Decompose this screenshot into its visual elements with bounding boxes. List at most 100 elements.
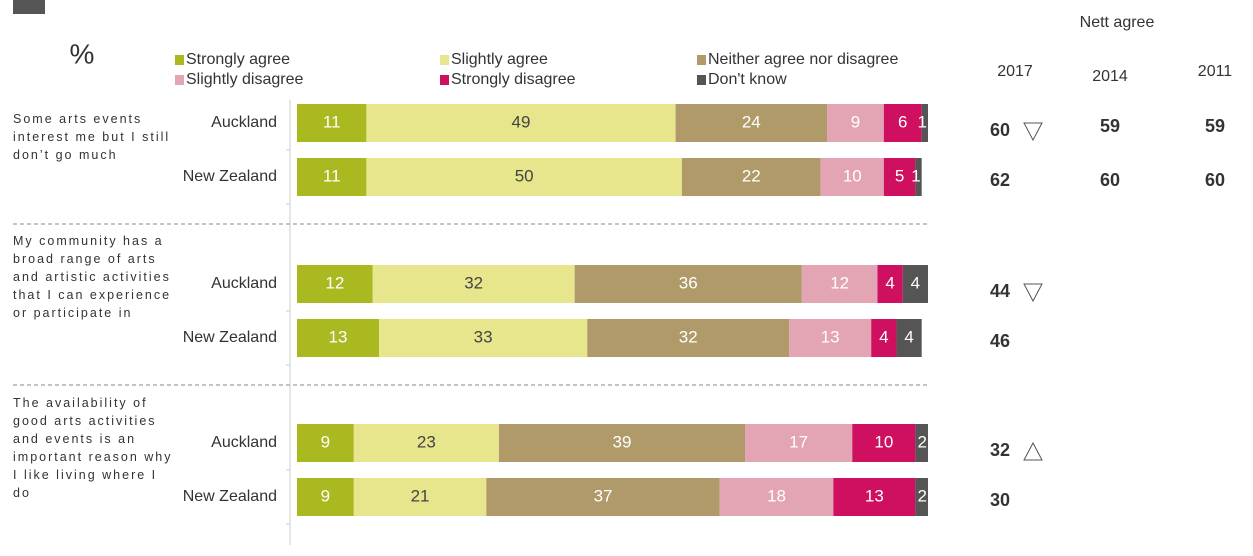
bar-value-label: 33 xyxy=(474,327,493,346)
bar-segment xyxy=(297,424,354,462)
bar-value-label: 4 xyxy=(904,327,913,346)
bar-value-label: 32 xyxy=(464,273,483,292)
bar-value-label: 1 xyxy=(911,166,920,185)
row-label: Auckland xyxy=(211,434,277,451)
nett-value: 30 xyxy=(990,490,1010,510)
bar-segment xyxy=(915,424,928,462)
bar-segment xyxy=(366,158,682,196)
bar-value-label: 36 xyxy=(679,273,698,292)
bar-segment xyxy=(915,158,922,196)
bar-value-label: 23 xyxy=(417,432,436,451)
change-marker xyxy=(1023,283,1043,303)
bar-segment xyxy=(675,104,828,142)
bar-value-label: 4 xyxy=(885,273,894,292)
bar-segment xyxy=(297,319,380,357)
nett-value: 32 xyxy=(990,440,1010,460)
bar-value-label: 13 xyxy=(821,327,840,346)
bar-value-label: 12 xyxy=(325,273,344,292)
nett-value: 60 xyxy=(1100,170,1120,190)
bar-segment xyxy=(353,478,487,516)
legend-label: Strongly agree xyxy=(186,51,290,68)
bar-segment xyxy=(372,265,575,303)
bar-segment xyxy=(587,319,790,357)
corner-block xyxy=(13,0,45,14)
bar-segment xyxy=(297,104,367,142)
legend-label: Strongly disagree xyxy=(451,71,576,88)
bar-segment xyxy=(297,158,367,196)
nett-column-header: 2017 xyxy=(997,63,1033,80)
bar-segment xyxy=(379,319,588,357)
bar-segment xyxy=(871,319,897,357)
bar-segment xyxy=(681,158,821,196)
nett-title: Nett agree xyxy=(1080,14,1155,31)
bar-value-label: 11 xyxy=(323,112,341,131)
bar-segment xyxy=(852,424,916,462)
bar-segment xyxy=(486,478,720,516)
bar-value-label: 1 xyxy=(918,112,927,131)
legend-swatch xyxy=(175,75,184,85)
bar-value-label: 39 xyxy=(613,432,632,451)
bar-segment xyxy=(745,424,853,462)
bar-segment xyxy=(353,424,499,462)
legend-swatch xyxy=(175,55,184,65)
nett-column-header: 2011 xyxy=(1198,63,1233,80)
bar-value-label: 10 xyxy=(843,166,862,185)
legend-swatch xyxy=(440,55,449,65)
nett-value: 62 xyxy=(990,170,1010,190)
bar-segment xyxy=(827,104,884,142)
bar-value-label: 6 xyxy=(898,112,907,131)
row-label: Auckland xyxy=(211,114,277,131)
bar-value-label: 37 xyxy=(594,486,613,505)
bar-segment xyxy=(915,478,928,516)
legend-label: Slightly agree xyxy=(451,51,548,68)
bar-segment xyxy=(896,319,922,357)
bar-value-label: 49 xyxy=(512,112,531,131)
row-label: New Zealand xyxy=(183,168,277,185)
bar-value-label: 50 xyxy=(515,166,534,185)
bar-segment xyxy=(883,104,922,142)
unit-label: % xyxy=(70,38,95,69)
change-marker xyxy=(1023,122,1043,142)
bar-value-label: 12 xyxy=(830,273,849,292)
bar-value-label: 9 xyxy=(321,486,330,505)
bar-value-label: 18 xyxy=(767,486,786,505)
bar-segment xyxy=(833,478,916,516)
nett-value: 59 xyxy=(1205,116,1225,136)
nett-value: 59 xyxy=(1100,116,1120,136)
legend-swatch xyxy=(440,75,449,85)
nett-value: 44 xyxy=(990,281,1010,301)
nett-value: 60 xyxy=(1205,170,1225,190)
group-label: The availability of good arts activities… xyxy=(13,396,173,500)
bar-value-label: 13 xyxy=(865,486,884,505)
bar-value-label: 32 xyxy=(679,327,698,346)
bar-segment xyxy=(719,478,834,516)
bar-segment xyxy=(902,265,928,303)
bar-segment xyxy=(921,104,928,142)
bar-segment xyxy=(297,478,354,516)
bar-value-label: 13 xyxy=(329,327,348,346)
nett-value: 60 xyxy=(990,120,1010,140)
bar-value-label: 2 xyxy=(918,486,927,505)
bar-segment xyxy=(820,158,884,196)
bar-segment xyxy=(877,265,903,303)
legend-label: Slightly disagree xyxy=(186,71,304,88)
legend-swatch xyxy=(697,75,706,85)
bar-value-label: 22 xyxy=(742,166,761,185)
bar-segment xyxy=(789,319,872,357)
legend-label: Neither agree nor disagree xyxy=(708,51,898,68)
bar-segment xyxy=(574,265,802,303)
bar-value-label: 4 xyxy=(879,327,888,346)
change-marker xyxy=(1023,441,1043,461)
bar-value-label: 2 xyxy=(918,432,927,451)
bar-value-label: 11 xyxy=(323,166,341,185)
bar-value-label: 10 xyxy=(874,432,893,451)
group-label: Some arts events interest me but I still… xyxy=(13,112,171,162)
row-label: Auckland xyxy=(211,275,277,292)
bar-value-label: 24 xyxy=(742,112,761,131)
bar-segment xyxy=(297,265,373,303)
bar-segment xyxy=(366,104,676,142)
legend-swatch xyxy=(697,55,706,65)
bar-value-label: 5 xyxy=(895,166,904,185)
nett-value: 46 xyxy=(990,331,1010,351)
